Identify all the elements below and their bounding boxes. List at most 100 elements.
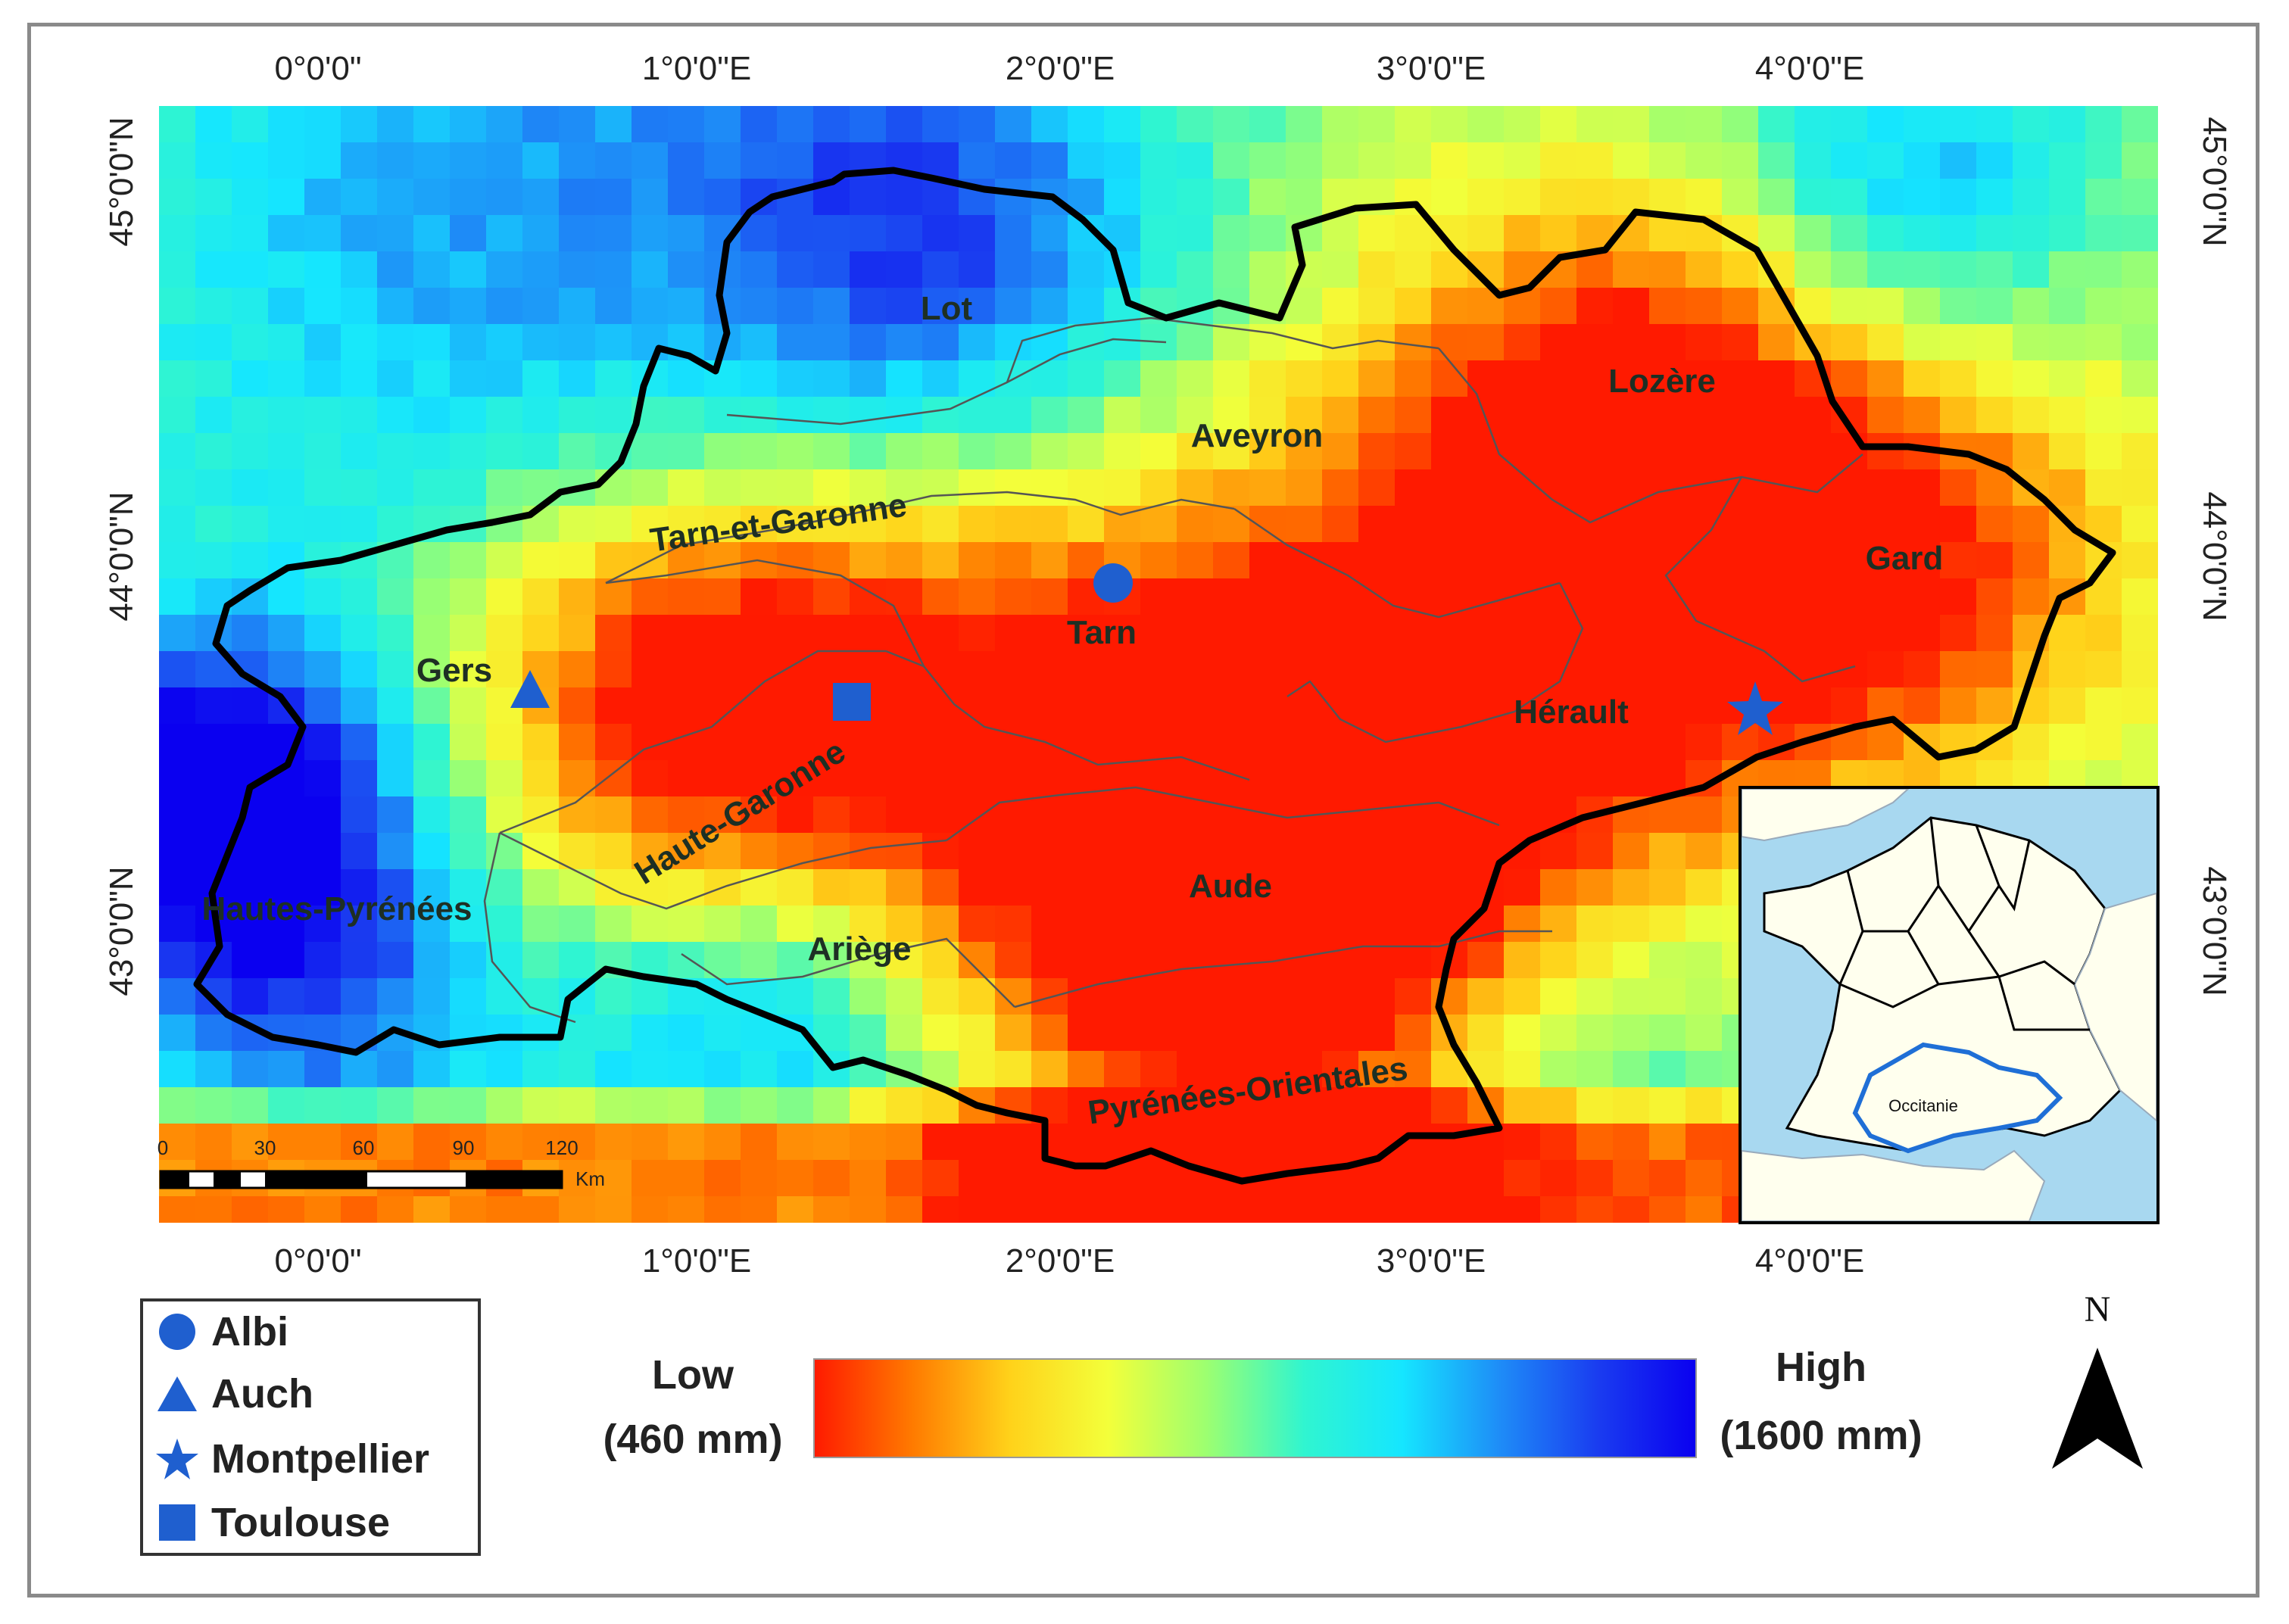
- raster-cell: [922, 578, 959, 616]
- north-arrow-label: N: [2085, 1289, 2111, 1329]
- raster-cell: [741, 106, 778, 143]
- raster-cell: [1177, 942, 1214, 979]
- square-icon: [159, 1504, 195, 1541]
- north-arrow-icon: [2052, 1348, 2143, 1469]
- raster-cell: [922, 724, 959, 761]
- north-arrow: N: [2052, 1289, 2143, 1469]
- raster-cell: [886, 869, 923, 906]
- raster-cell: [668, 397, 705, 434]
- raster-cell: [304, 1087, 341, 1124]
- raster-cell: [1322, 978, 1359, 1015]
- raster-cell: [1213, 215, 1250, 252]
- raster-cell: [1540, 106, 1577, 143]
- raster-cell: [1831, 506, 1868, 543]
- raster-cell: [195, 251, 232, 288]
- raster-cell: [159, 469, 196, 507]
- raster-cell: [1649, 142, 1686, 179]
- raster-cell: [886, 288, 923, 325]
- raster-cell: [2122, 106, 2158, 143]
- raster-cell: [1431, 1160, 1468, 1197]
- dept-label-tarn: Tarn: [1067, 614, 1137, 651]
- raster-cell: [341, 324, 378, 361]
- raster-cell: [1395, 1196, 1432, 1223]
- raster-cell: [1504, 869, 1541, 906]
- raster-cell: [195, 215, 232, 252]
- raster-cell: [1249, 1051, 1286, 1088]
- raster-cell: [1068, 1051, 1105, 1088]
- raster-cell: [741, 142, 778, 179]
- raster-cell: [232, 288, 269, 325]
- raster-cell: [159, 215, 196, 252]
- raster-cell: [595, 760, 632, 797]
- raster-cell: [486, 796, 523, 834]
- raster-cell: [450, 796, 487, 834]
- raster-cell: [559, 506, 596, 543]
- raster-cell: [1976, 251, 2013, 288]
- raster-cell: [922, 651, 959, 688]
- raster-cell: [159, 978, 196, 1015]
- raster-cell: [922, 978, 959, 1015]
- raster-cell: [632, 142, 669, 179]
- raster-cell: [1358, 360, 1396, 397]
- raster-cell: [1649, 106, 1686, 143]
- raster-cell: [1322, 1015, 1359, 1052]
- raster-cell: [341, 106, 378, 143]
- raster-cell: [1431, 1087, 1468, 1124]
- raster-cell: [1213, 796, 1250, 834]
- raster-cell: [341, 687, 378, 725]
- raster-cell: [1613, 360, 1650, 397]
- raster-cell: [268, 433, 305, 470]
- occitanie-boundary: [193, 167, 2116, 1185]
- raster-cell: [1613, 724, 1650, 761]
- raster-cell: [486, 324, 523, 361]
- raster-cell: [1576, 288, 1614, 325]
- raster-cell: [232, 615, 269, 652]
- raster-cell: [522, 869, 560, 906]
- raster-cell: [304, 288, 341, 325]
- raster-cell: [595, 288, 632, 325]
- raster-cell: [1068, 796, 1105, 834]
- raster-cell: [959, 724, 996, 761]
- raster-cell: [886, 106, 923, 143]
- raster-cell: [1976, 469, 2013, 507]
- raster-cell: [1140, 651, 1177, 688]
- raster-cell: [668, 506, 705, 543]
- raster-cell: [1249, 106, 1286, 143]
- raster-cell: [2049, 651, 2086, 688]
- raster-cell: [377, 288, 414, 325]
- raster-cell: [1031, 942, 1068, 979]
- raster-cell: [304, 833, 341, 870]
- raster-cell: [232, 724, 269, 761]
- raster-cell: [341, 1087, 378, 1124]
- raster-cell: [886, 1087, 923, 1124]
- raster-cell: [1249, 724, 1286, 761]
- raster-cell: [1358, 724, 1396, 761]
- raster-cell: [1322, 651, 1359, 688]
- raster-cell: [1540, 542, 1577, 579]
- raster-cell: [268, 469, 305, 507]
- raster-cell: [1213, 542, 1250, 579]
- raster-cell: [1431, 578, 1468, 616]
- raster-cell: [1504, 179, 1541, 216]
- raster-cell: [886, 179, 923, 216]
- scale-tick-label: 120: [545, 1136, 578, 1159]
- raster-cell: [1286, 324, 1323, 361]
- raster-cell: [1068, 288, 1105, 325]
- raster-cell: [1031, 833, 1068, 870]
- raster-cell: [959, 506, 996, 543]
- raster-cell: [304, 506, 341, 543]
- raster-cell: [377, 833, 414, 870]
- raster-cell: [1867, 360, 1904, 397]
- raster-cell: [232, 978, 269, 1015]
- raster-cell: [559, 833, 596, 870]
- raster-cell: [2013, 288, 2050, 325]
- raster-cell: [450, 1051, 487, 1088]
- dept-label-lozere: Lozère: [1608, 363, 1716, 400]
- raster-cell: [850, 1124, 887, 1161]
- raster-cell: [268, 869, 305, 906]
- raster-cell: [1431, 760, 1468, 797]
- raster-cell: [1831, 251, 1868, 288]
- raster-cell: [559, 433, 596, 470]
- raster-cell: [995, 651, 1032, 688]
- raster-cell: [1686, 906, 1723, 943]
